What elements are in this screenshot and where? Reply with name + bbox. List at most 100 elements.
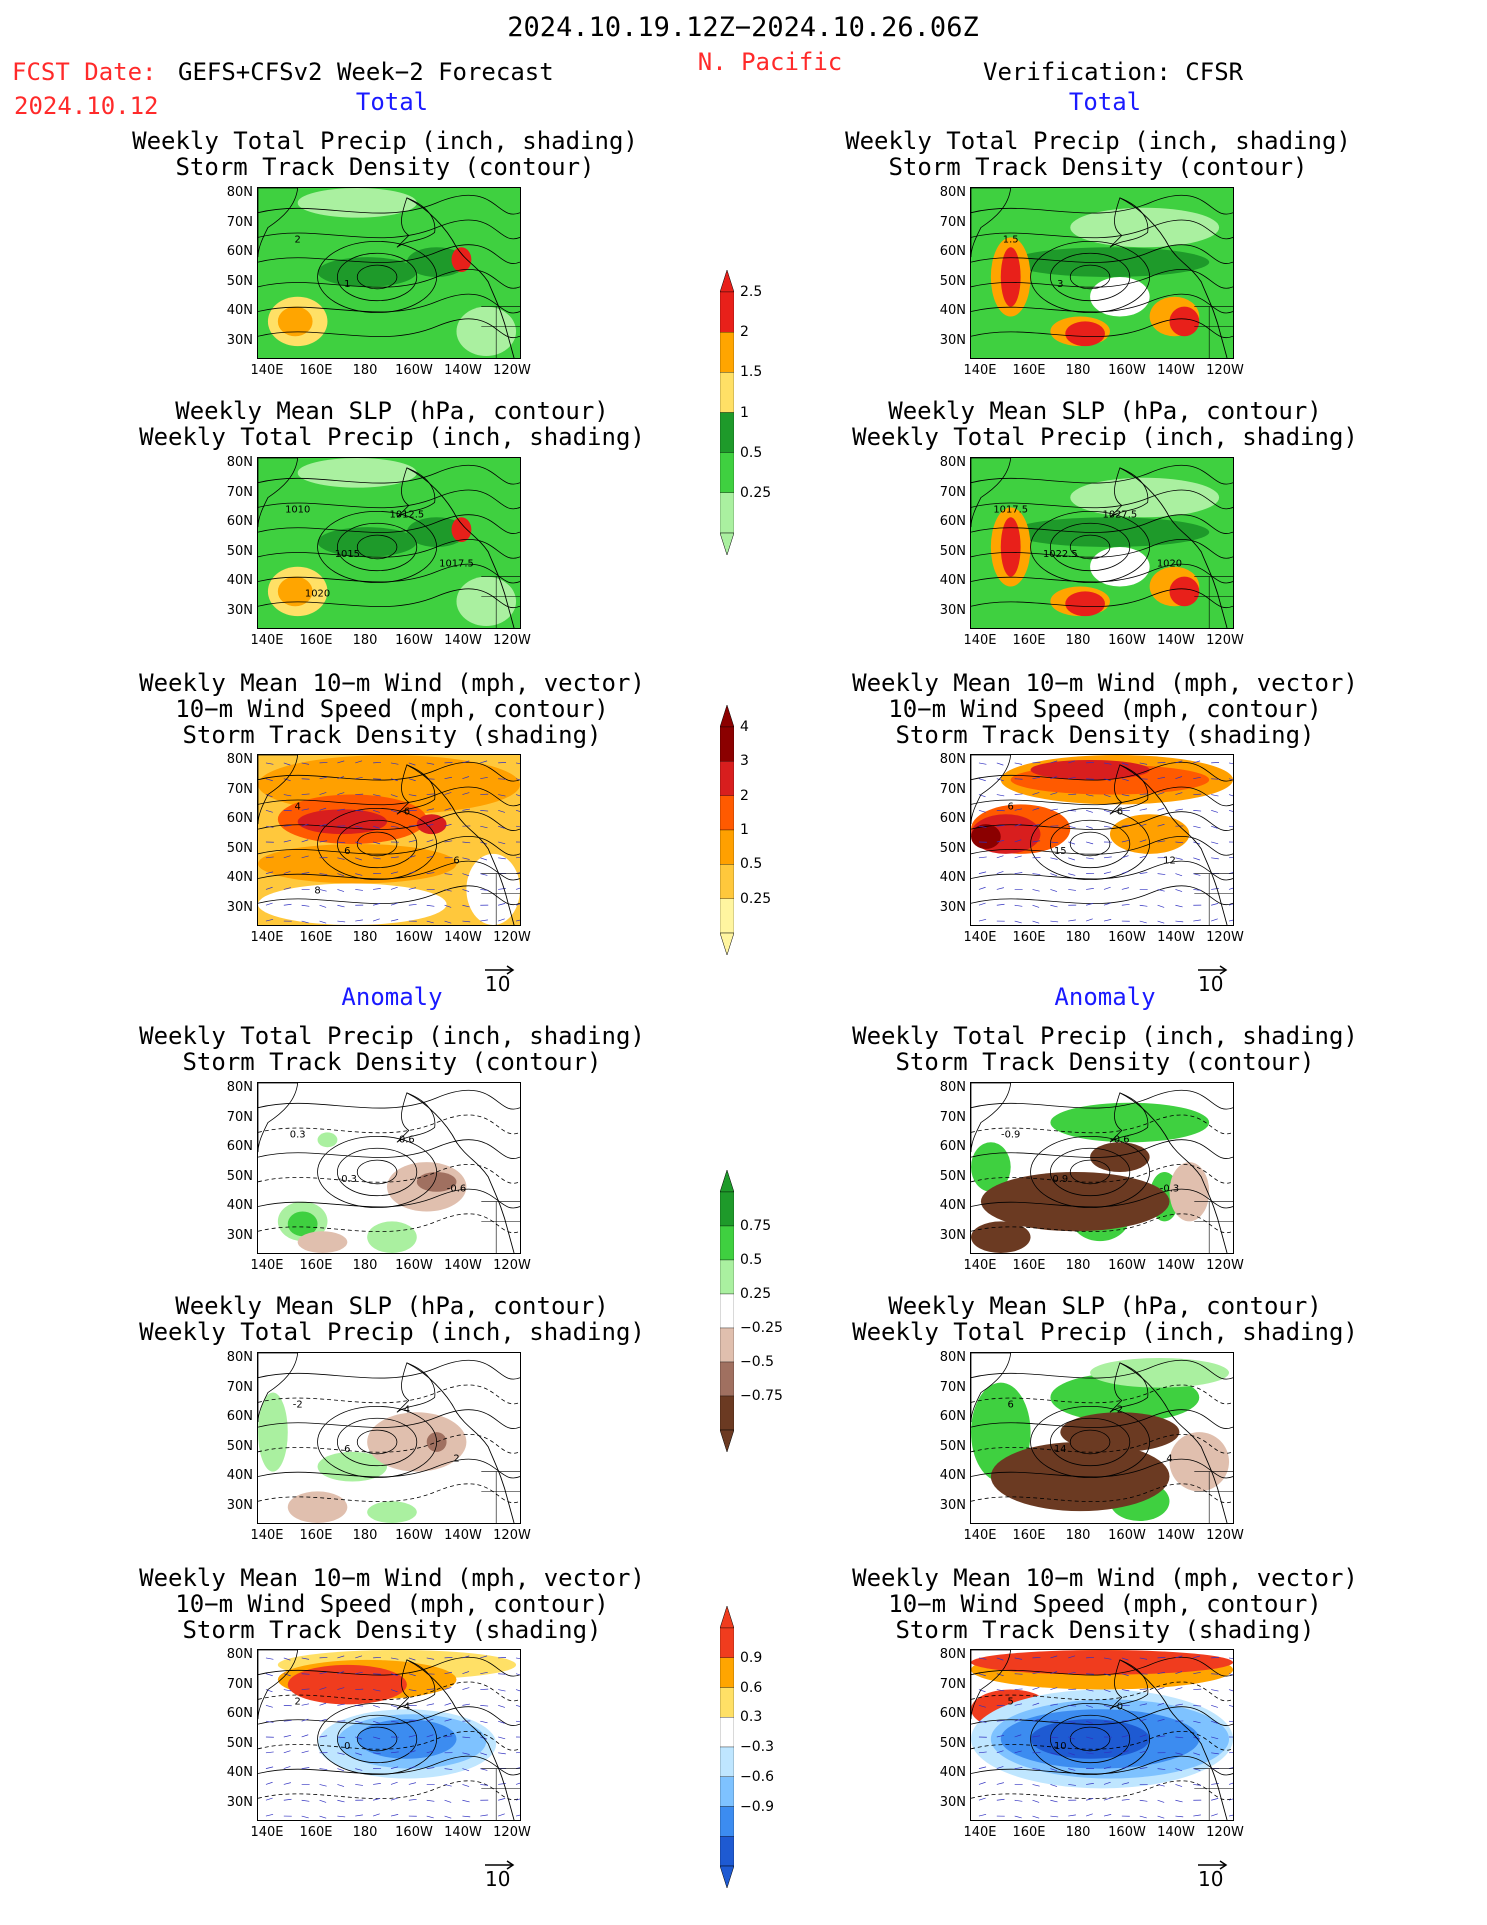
lat-label: 70N — [226, 1379, 253, 1395]
lat-label: 30N — [939, 1227, 966, 1243]
wind-vector — [301, 1673, 310, 1675]
shading-region — [277, 306, 313, 337]
wind-vector — [498, 810, 505, 813]
lat-label: 70N — [939, 781, 966, 797]
shading-region — [1030, 1719, 1150, 1759]
wind-vector — [480, 1784, 489, 1786]
lat-label: 40N — [226, 870, 253, 885]
wind-vector — [1068, 841, 1076, 845]
wind-vector — [337, 1752, 345, 1755]
wind-vector — [1139, 1750, 1147, 1754]
svg-text:4: 4 — [404, 1701, 410, 1712]
wind-vector — [480, 1720, 488, 1724]
wind-vector — [1121, 1798, 1130, 1801]
wind-vector — [1068, 919, 1076, 922]
wind-vector — [1139, 920, 1147, 924]
colorbar-tip — [720, 932, 734, 955]
wind-vector — [265, 1766, 274, 1769]
wind-vector — [373, 1705, 380, 1708]
lat-label: 70N — [226, 484, 253, 500]
wind-vector — [1103, 1720, 1112, 1723]
contour-label: 0 — [344, 1741, 350, 1752]
lat-label: 80N — [939, 1350, 966, 1365]
svg-text:1015: 1015 — [335, 549, 360, 560]
wind-vector — [444, 873, 453, 875]
wind-vector — [355, 841, 363, 845]
lon-label: 120W — [493, 930, 531, 945]
wind-vector — [1103, 825, 1112, 828]
wind-vector — [1228, 1705, 1233, 1707]
wind-vector — [265, 1705, 273, 1708]
lon-label: 120W — [1206, 633, 1244, 648]
wind-vector — [373, 1752, 381, 1755]
wind-vector — [408, 839, 417, 843]
title-vf-aslp: Weekly Mean SLP (hPa, contour) Weekly Tot… — [852, 1292, 1358, 1346]
contour-line — [971, 514, 1233, 534]
wind-vector — [1193, 1655, 1201, 1659]
wind-vector — [1050, 1687, 1058, 1690]
wind-vector — [1175, 1799, 1183, 1803]
wind-vector — [1139, 1815, 1147, 1819]
contour-line — [971, 1483, 1233, 1504]
wind-vector — [1086, 761, 1095, 764]
wind-vector — [426, 855, 434, 859]
coastline — [258, 755, 299, 825]
wind-vector — [1175, 889, 1183, 892]
wind-vector — [355, 1705, 364, 1707]
wind-vector — [515, 825, 520, 828]
wind-vector — [301, 1688, 310, 1690]
wind-vector — [1175, 776, 1183, 780]
contour-line — [258, 1434, 520, 1454]
wind-vector — [1121, 1734, 1130, 1738]
colorbar-segment — [720, 1657, 734, 1688]
vector-ref-fc-wind: 10 — [485, 958, 515, 996]
wind-vector — [390, 1797, 398, 1801]
wind-vector — [1228, 1673, 1233, 1676]
contour-line — [258, 1188, 520, 1209]
coastline — [971, 1353, 1012, 1423]
wind-vector — [373, 1673, 382, 1675]
wind-vector — [1139, 855, 1147, 859]
wind-vector — [1032, 889, 1040, 892]
wind-vector — [373, 794, 381, 797]
wind-vector — [444, 1799, 452, 1803]
wind-vector — [1032, 807, 1040, 811]
lat-label: 40N — [939, 1198, 966, 1213]
coastline — [258, 458, 299, 528]
wind-vector — [1050, 920, 1059, 923]
lon-label: 140W — [444, 1258, 482, 1273]
wind-vector — [1086, 1689, 1094, 1692]
wind-vector — [515, 1689, 520, 1692]
colorbar-label: 1.5 — [740, 364, 763, 381]
lon-label: 180 — [1065, 363, 1091, 378]
colorbar-graphic — [720, 270, 734, 555]
wind-vector — [1068, 1752, 1075, 1756]
colorbar-label: 0.25 — [740, 1286, 772, 1302]
svg-text:-0.3: -0.3 — [1160, 1184, 1179, 1195]
wind-vector — [1211, 918, 1218, 922]
wind-vector — [1086, 1813, 1093, 1817]
svg-text:-2: -2 — [293, 1399, 303, 1410]
wind-vector — [408, 871, 416, 874]
shading-region — [406, 247, 467, 277]
wind-vector — [462, 1768, 470, 1772]
lat-label: 30N — [939, 1794, 966, 1810]
lon-label: 140E — [250, 363, 284, 378]
lon-label: 140W — [444, 363, 482, 378]
map-vf-awind: 5 10 0 — [970, 1649, 1234, 1821]
wind-vector — [1014, 793, 1023, 795]
coastline — [971, 1650, 1012, 1720]
wind-vector — [301, 793, 310, 795]
coastline — [406, 197, 515, 358]
colorbar-aprecip: 0.75 0.5 0.25 −0.25 −0.5 −0.75 — [720, 1170, 783, 1452]
shading-region — [317, 1132, 338, 1148]
colorbar-label: 0.75 — [740, 1218, 772, 1234]
svg-text:1012.5: 1012.5 — [390, 509, 425, 520]
lat-label: 70N — [939, 1676, 966, 1692]
wind-vector — [301, 1734, 309, 1738]
svg-text:4: 4 — [404, 1404, 410, 1415]
wind-vector — [480, 776, 488, 780]
contour-line — [971, 1384, 1233, 1405]
map-graphic: 1.53 — [971, 188, 1233, 358]
wind-vector — [1086, 1736, 1094, 1740]
